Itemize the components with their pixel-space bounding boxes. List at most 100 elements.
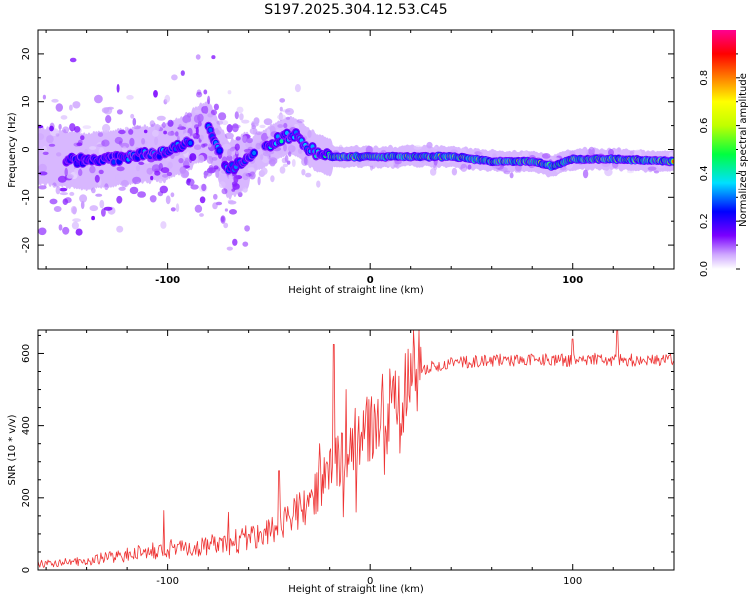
spectral-blob [288, 145, 296, 153]
spectral-blob [233, 174, 239, 184]
spectral-blob [38, 163, 47, 173]
spectral-blob [97, 132, 104, 138]
colorbar-tick-label: 0.2 [699, 213, 710, 229]
spectral-blob [75, 228, 83, 236]
spectral-blob [103, 206, 113, 211]
spectral-blob [203, 89, 208, 95]
spectral-blob [211, 55, 216, 60]
spectral-blob [227, 199, 234, 203]
spectral-blob [194, 204, 203, 213]
snr-xtick-label: -100 [156, 576, 179, 587]
spectral-blob [129, 186, 139, 195]
spectral-blob [282, 163, 289, 168]
spectral-blob [182, 115, 192, 124]
spectral-blob [58, 123, 62, 130]
spectral-blob [137, 191, 147, 198]
spectral-blob [285, 108, 294, 116]
spectral-blob [541, 153, 551, 159]
spectral-blob [582, 169, 589, 179]
spectral-blob [69, 123, 76, 132]
spectral-blob [130, 113, 135, 119]
spectral-blob [193, 144, 202, 150]
spectral-blob [647, 166, 657, 171]
ridge-blob [111, 160, 116, 165]
spectral-blob [283, 143, 287, 152]
spectral-blob [255, 131, 262, 136]
spectral-blob [195, 54, 201, 60]
spectral-blob [266, 128, 271, 137]
spectral-blob [193, 114, 201, 123]
spectral-blob [59, 187, 68, 192]
spectrogram-ytick-label: -10 [21, 189, 32, 205]
spectral-blob [149, 195, 157, 203]
spectral-blob [53, 206, 62, 212]
spectral-blob [218, 112, 227, 121]
spectral-blob [338, 144, 343, 152]
spectrogram-xlabel: Height of straight line (km) [288, 285, 424, 296]
spectral-blob [146, 167, 154, 175]
snr-panel: -100 0 100 0 200 400 600 Height of straight li… [7, 329, 675, 595]
snr-frame [37, 329, 675, 571]
spectral-blob [154, 136, 159, 146]
spectral-blob [197, 121, 202, 127]
spectral-blob [467, 164, 472, 170]
spectral-blob [56, 152, 62, 157]
spectral-blob [184, 157, 190, 163]
spectral-blob [213, 193, 218, 200]
colorbar-tick-label: 0.4 [699, 165, 710, 181]
spectral-blob [232, 238, 238, 246]
spectral-blob [242, 172, 250, 181]
spectral-blob [163, 130, 168, 135]
spectral-blob [99, 199, 105, 209]
spectral-blob [368, 160, 375, 166]
spectral-blob [221, 188, 228, 195]
spectral-blob [199, 134, 204, 140]
spectral-blob [211, 157, 218, 161]
spectral-blob [451, 167, 458, 176]
spectral-blob [202, 143, 208, 147]
snr-axes: -100 0 100 0 200 400 600 [21, 330, 674, 587]
spectral-blob [170, 207, 176, 212]
colorbar-tick-label: 0.0 [699, 261, 710, 277]
spectral-blob [263, 118, 273, 126]
spectral-blob [498, 166, 508, 172]
spectral-blob [156, 115, 166, 121]
colorbar-label: Normalized spectral amplitude [738, 73, 749, 227]
colorbar-tick-label: 0.8 [699, 70, 710, 86]
spectral-blob [257, 176, 261, 186]
spectral-blob [228, 173, 233, 181]
spectral-blob [128, 129, 134, 135]
spectral-blob [197, 154, 205, 163]
spectral-blob [244, 225, 251, 232]
spectral-blob [242, 187, 248, 193]
spectral-blob [52, 182, 57, 188]
ridge-blob [188, 140, 193, 146]
spectral-blob [101, 208, 106, 217]
spectral-blob [261, 154, 270, 163]
spectral-blob [105, 115, 112, 124]
colorbar-gradient [712, 30, 736, 269]
spectral-blob [89, 146, 97, 150]
spectral-blob [262, 151, 271, 157]
spectrogram-xtick-label: 100 [562, 275, 583, 286]
spectral-blob [285, 116, 291, 120]
spectral-blob [141, 138, 146, 145]
spectral-blob [124, 126, 129, 131]
spectral-blob [166, 171, 173, 177]
spectral-blob [120, 179, 129, 188]
spectral-blob [279, 106, 283, 112]
spectral-blob [150, 175, 154, 181]
spectral-blob [301, 169, 306, 176]
spectral-blob [51, 98, 59, 103]
spectrogram-marks [38, 54, 674, 251]
spectral-blob [151, 164, 161, 173]
spectral-blob [252, 128, 257, 136]
spectral-blob [196, 91, 203, 98]
spectral-blob [221, 120, 229, 126]
ridge-blob [279, 139, 284, 144]
spectral-blob [103, 107, 113, 115]
spectral-blob [42, 151, 49, 155]
spectral-blob [206, 155, 214, 164]
spectrogram-ytick-label: -20 [21, 237, 32, 253]
